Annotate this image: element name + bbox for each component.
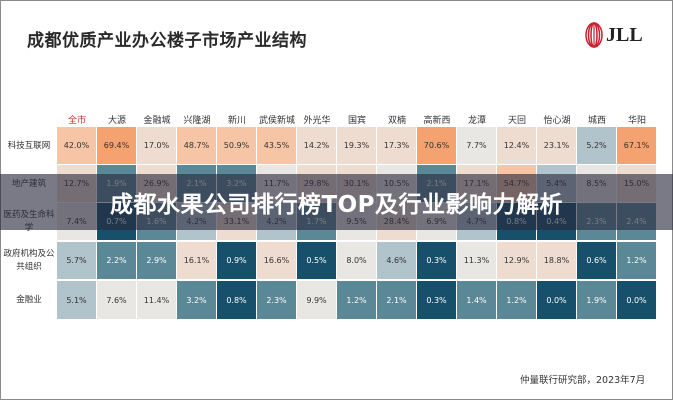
chart-title: 成都优质产业办公楼子市场产业结构 [27,31,307,51]
column-header: 金融城 [143,116,171,126]
row-header: 科技互联网 [7,140,51,151]
heatmap-cell: 1.2% [497,281,536,319]
jll-logo-icon [585,22,603,48]
column-header: 外光华 [303,116,331,126]
column-header: 全市 [67,116,86,126]
column-header: 兴隆湖 [183,116,211,126]
column-header: 国宾 [347,116,366,126]
heatmap-cell: 43.5% [257,127,296,164]
column-header: 城西 [587,116,606,126]
column-header: 怡心湖 [543,116,571,126]
column-header: 新川 [227,116,246,126]
column-header: 华阳 [627,116,646,126]
heatmap-cell: 1.9% [577,281,616,319]
heatmap-cell: 2.9% [137,242,176,279]
heatmap-cell: 7.6% [97,281,136,319]
heatmap-cell: 5.7% [57,242,96,279]
heatmap-cell: 67.1% [617,127,656,164]
heatmap-cell: 0.3% [417,281,456,319]
heatmap-cell: 11.4% [137,281,176,319]
column-header: 高新西 [423,116,451,126]
heatmap-cell: 12.4% [497,127,536,164]
heatmap-cell: 1.2% [337,281,376,319]
heatmap-cell: 16.1% [177,242,216,279]
heatmap-cell: 69.4% [97,127,136,164]
source-note: 仲量联行研究部，2023年7月 [520,375,646,386]
heatmap-cell: 23.1% [537,127,576,164]
column-header: 天回 [507,116,526,126]
overlay-title: 成都水果公司排行榜TOP及行业影响力解析 [109,192,564,218]
column-header: 大源 [107,116,126,126]
column-header: 双楠 [387,116,406,126]
overlay-band [0,174,673,230]
heatmap-cell: 70.6% [417,127,456,164]
heatmap-cell: 0.0% [617,281,656,319]
heatmap-cell: 18.8% [537,242,576,279]
heatmap-cell: 2.3% [257,281,296,319]
heatmap-cell: 5.1% [57,281,96,319]
heatmap-cell: 0.5% [297,242,336,279]
heatmap-cell: 50.9% [217,127,256,164]
heatmap-cell: 0.8% [217,281,256,319]
heatmap-cell: 8.0% [337,242,376,279]
heatmap-cell: 2.2% [97,242,136,279]
heatmap-cell: 4.6% [377,242,416,279]
column-header: 龙潭 [467,116,486,126]
heatmap-cell: 17.0% [137,127,176,164]
heatmap-cell: 0.6% [577,242,616,279]
row-header: 金融业 [16,295,42,305]
heatmap-cell: 7.7% [457,127,496,164]
heatmap-cell: 19.3% [337,127,376,164]
heatmap-cell: 42.0% [57,127,96,164]
heatmap-cell: 5.2% [577,127,616,164]
heatmap-cell: 17.3% [377,127,416,164]
heatmap-cell: 1.2% [617,242,656,279]
heatmap-cell: 0.9% [217,242,256,279]
heatmap-cell: 12.9% [497,242,536,279]
heatmap-cell: 1.4% [457,281,496,319]
heatmap-cell: 16.6% [257,242,296,279]
heatmap-cell: 3.2% [177,281,216,319]
jll-logo-text: JLL [606,23,643,46]
heatmap-cell: 0.0% [537,281,576,319]
heatmap-cell: 2.1% [377,281,416,319]
column-header: 武侯新城 [258,116,295,126]
heatmap-cell: 0.3% [417,242,456,279]
jll-logo: JLL [585,22,643,48]
heatmap-cell: 14.2% [297,127,336,164]
heatmap-cell: 11.3% [457,242,496,279]
row-header: 政府机构及公共组织 [3,249,55,272]
heatmap-cell: 48.7% [177,127,216,164]
heatmap-cell: 9.9% [297,281,336,319]
